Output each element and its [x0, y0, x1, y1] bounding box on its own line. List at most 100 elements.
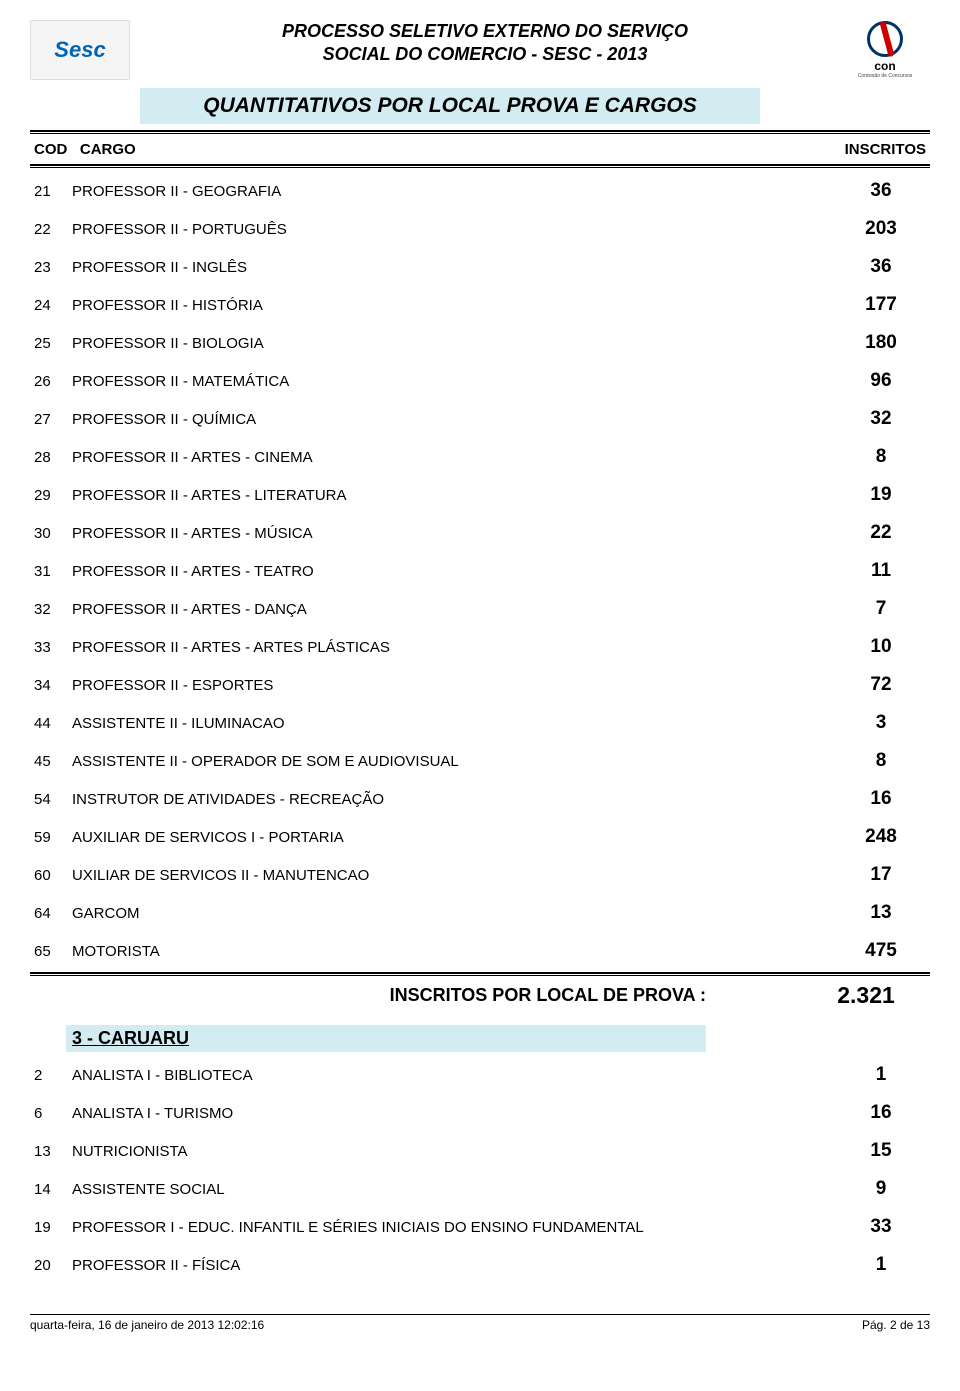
cell-cargo: UXILIAR DE SERVICOS II - MANUTENCAO: [72, 867, 836, 884]
table-row: 44ASSISTENTE II - ILUMINACAO3: [30, 704, 930, 742]
main-title-line2: SOCIAL DO COMERCIO - SESC - 2013: [140, 43, 830, 66]
table-row: 28PROFESSOR II - ARTES - CINEMA8: [30, 438, 930, 476]
column-headers: COD CARGO INSCRITOS: [30, 138, 930, 161]
cell-cargo: PROFESSOR II - GEOGRAFIA: [72, 183, 836, 200]
table-row: 54INSTRUTOR DE ATIVIDADES - RECREAÇÃO16: [30, 780, 930, 818]
cell-inscritos: 3: [836, 712, 926, 734]
cell-cargo: GARCOM: [72, 905, 836, 922]
cell-inscritos: 11: [836, 560, 926, 582]
cell-inscritos: 203: [836, 218, 926, 240]
cell-cod: 28: [34, 449, 72, 466]
table-row: 34PROFESSOR II - ESPORTES72: [30, 666, 930, 704]
cell-cargo: PROFESSOR II - MATEMÁTICA: [72, 373, 836, 390]
cell-inscritos: 17: [836, 864, 926, 886]
table-row: 30PROFESSOR II - ARTES - MÚSICA22: [30, 514, 930, 552]
logo-sesc: Sesc: [30, 20, 130, 80]
cell-cargo: ANALISTA I - BIBLIOTECA: [72, 1067, 836, 1084]
cell-cargo: PROFESSOR II - PORTUGUÊS: [72, 221, 836, 238]
cell-inscritos: 16: [836, 788, 926, 810]
cell-inscritos: 36: [836, 256, 926, 278]
cell-cargo: PROFESSOR II - BIOLOGIA: [72, 335, 836, 352]
logo-conupe-sub: Comissão de Concursos: [858, 73, 912, 79]
cell-cod: 19: [34, 1219, 72, 1236]
table-row: 65MOTORISTA475: [30, 932, 930, 970]
cell-cod: 27: [34, 411, 72, 428]
title-block: PROCESSO SELETIVO EXTERNO DO SERVIÇO SOC…: [130, 20, 840, 65]
cell-cod: 44: [34, 715, 72, 732]
logo-conupe: con Comissão de Concursos: [840, 20, 930, 80]
table-row: 32PROFESSOR II - ARTES - DANÇA7: [30, 590, 930, 628]
table-row: 64GARCOM13: [30, 894, 930, 932]
table-row: 14ASSISTENTE SOCIAL9: [30, 1170, 930, 1208]
table-row: 26PROFESSOR II - MATEMÁTICA96: [30, 362, 930, 400]
cell-cargo: PROFESSOR II - ARTES - CINEMA: [72, 449, 836, 466]
table-body-top: 21PROFESSOR II - GEOGRAFIA3622PROFESSOR …: [30, 172, 930, 970]
table-row: 25PROFESSOR II - BIOLOGIA180: [30, 324, 930, 362]
cell-cargo: PROFESSOR II - ARTES - LITERATURA: [72, 487, 836, 504]
header-rule-top: [30, 130, 930, 134]
cell-cod: 34: [34, 677, 72, 694]
table-row: 2ANALISTA I - BIBLIOTECA1: [30, 1056, 930, 1094]
total-row: INSCRITOS POR LOCAL DE PROVA : 2.321: [30, 976, 930, 1019]
total-value: 2.321: [806, 982, 926, 1009]
subtitle-wrap: QUANTITATIVOS POR LOCAL PROVA E CARGOS: [140, 88, 760, 124]
cell-cod: 24: [34, 297, 72, 314]
table-row: 20PROFESSOR II - FÍSICA1: [30, 1246, 930, 1284]
table-row: 23PROFESSOR II - INGLÊS36: [30, 248, 930, 286]
cell-cod: 25: [34, 335, 72, 352]
table-body-bottom: 2ANALISTA I - BIBLIOTECA16ANALISTA I - T…: [30, 1056, 930, 1284]
cell-cargo: AUXILIAR DE SERVICOS I - PORTARIA: [72, 829, 836, 846]
cell-cod: 20: [34, 1257, 72, 1274]
cell-inscritos: 96: [836, 370, 926, 392]
cell-cod: 45: [34, 753, 72, 770]
cell-cargo: PROFESSOR II - ESPORTES: [72, 677, 836, 694]
footer-page: Pág. 2 de 13: [862, 1318, 930, 1332]
cell-cod: 22: [34, 221, 72, 238]
cell-cod: 26: [34, 373, 72, 390]
col-inscritos: INSCRITOS: [845, 141, 926, 158]
cell-inscritos: 248: [836, 826, 926, 848]
table-row: 24PROFESSOR II - HISTÓRIA177: [30, 286, 930, 324]
cell-cargo: PROFESSOR II - ARTES - MÚSICA: [72, 525, 836, 542]
cell-inscritos: 9: [836, 1178, 926, 1200]
cell-inscritos: 36: [836, 180, 926, 202]
table-row: 33PROFESSOR II - ARTES - ARTES PLÁSTICAS…: [30, 628, 930, 666]
table-row: 60UXILIAR DE SERVICOS II - MANUTENCAO17: [30, 856, 930, 894]
cell-cod: 2: [34, 1067, 72, 1084]
logo-conupe-icon: [867, 21, 903, 57]
cell-cod: 21: [34, 183, 72, 200]
cell-cod: 14: [34, 1181, 72, 1198]
page-subtitle: QUANTITATIVOS POR LOCAL PROVA E CARGOS: [140, 88, 760, 124]
cell-cargo: NUTRICIONISTA: [72, 1143, 836, 1160]
cell-inscritos: 8: [836, 750, 926, 772]
cell-inscritos: 72: [836, 674, 926, 696]
cell-inscritos: 1: [836, 1064, 926, 1086]
table-row: 19PROFESSOR I - EDUC. INFANTIL E SÉRIES …: [30, 1208, 930, 1246]
table-row: 6ANALISTA I - TURISMO16: [30, 1094, 930, 1132]
cell-cod: 64: [34, 905, 72, 922]
cell-cod: 13: [34, 1143, 72, 1160]
cell-cargo: PROFESSOR II - ARTES - TEATRO: [72, 563, 836, 580]
cell-inscritos: 180: [836, 332, 926, 354]
page-footer: quarta-feira, 16 de janeiro de 2013 12:0…: [30, 1314, 930, 1332]
cell-cargo: PROFESSOR II - HISTÓRIA: [72, 297, 836, 314]
logo-conupe-text: con: [874, 59, 895, 73]
table-row: 22PROFESSOR II - PORTUGUÊS203: [30, 210, 930, 248]
cell-cod: 59: [34, 829, 72, 846]
table-row: 13NUTRICIONISTA15: [30, 1132, 930, 1170]
cell-inscritos: 7: [836, 598, 926, 620]
cell-cargo: MOTORISTA: [72, 943, 836, 960]
cell-cod: 30: [34, 525, 72, 542]
cell-cargo: ASSISTENTE II - ILUMINACAO: [72, 715, 836, 732]
cell-cod: 31: [34, 563, 72, 580]
table-row: 59AUXILIAR DE SERVICOS I - PORTARIA248: [30, 818, 930, 856]
cell-cargo: PROFESSOR II - INGLÊS: [72, 259, 836, 276]
cell-cargo: ASSISTENTE II - OPERADOR DE SOM E AUDIOV…: [72, 753, 836, 770]
cell-cargo: INSTRUTOR DE ATIVIDADES - RECREAÇÃO: [72, 791, 836, 808]
cell-cargo: PROFESSOR I - EDUC. INFANTIL E SÉRIES IN…: [72, 1219, 836, 1236]
footer-timestamp: quarta-feira, 16 de janeiro de 2013 12:0…: [30, 1318, 264, 1332]
cell-cod: 23: [34, 259, 72, 276]
table-row: 21PROFESSOR II - GEOGRAFIA36: [30, 172, 930, 210]
table-row: 31PROFESSOR II - ARTES - TEATRO11: [30, 552, 930, 590]
cell-cargo: ASSISTENTE SOCIAL: [72, 1181, 836, 1198]
